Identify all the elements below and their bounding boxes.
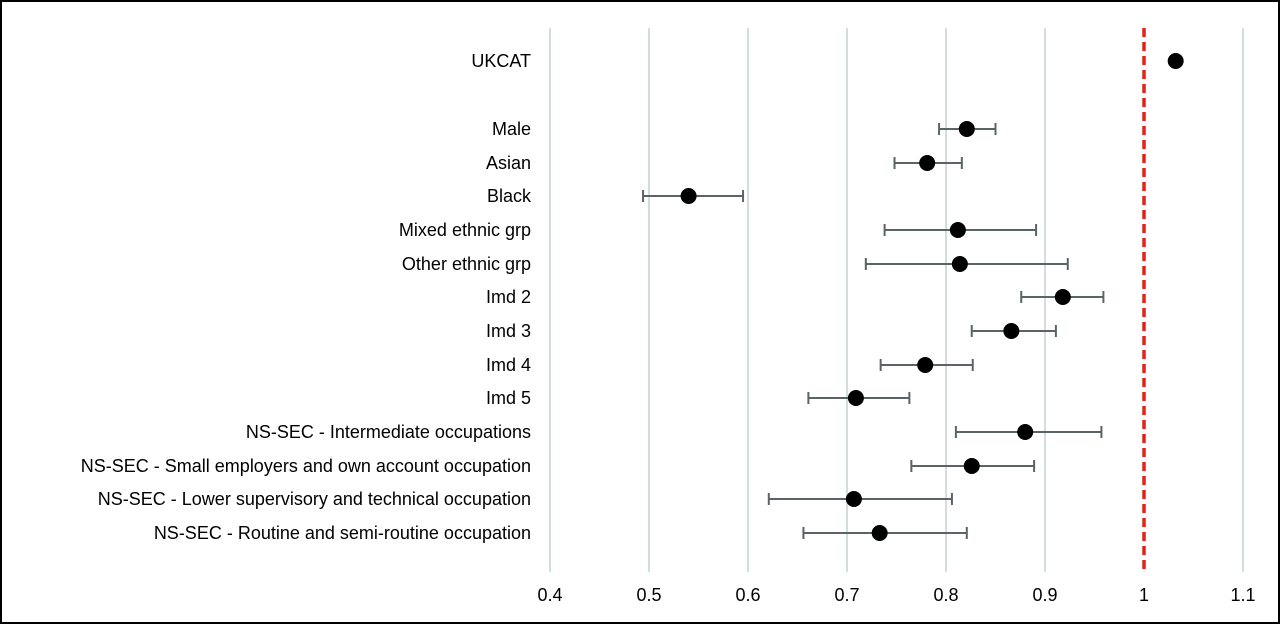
category-label: NS-SEC - Lower supervisory and technical… <box>98 489 531 509</box>
category-labels: UKCAT Male Asian Black Mixed ethnic grp Other… <box>81 51 532 543</box>
estimate-point <box>680 188 697 204</box>
estimate-point <box>1003 323 1020 339</box>
x-tick-label: 1.1 <box>1230 585 1255 605</box>
category-label: Mixed ethnic grp <box>399 220 531 240</box>
x-tick-label: 0.8 <box>933 585 958 605</box>
x-tick-label: 0.4 <box>537 585 562 605</box>
x-tick-label: 0.6 <box>735 585 760 605</box>
estimate-points <box>680 53 1184 541</box>
category-label: Other ethnic grp <box>402 254 531 274</box>
x-tick-label: 0.7 <box>834 585 859 605</box>
x-tick-label: 0.9 <box>1032 585 1057 605</box>
estimate-point <box>847 390 864 406</box>
estimate-point <box>919 155 936 171</box>
estimate-point <box>951 256 968 272</box>
estimate-point <box>1017 424 1034 440</box>
category-label: Asian <box>486 153 531 173</box>
category-label: NS-SEC - Small employers and own account… <box>81 456 531 476</box>
gridlines <box>549 28 1244 572</box>
error-bars <box>642 123 1105 539</box>
estimate-point <box>871 525 888 541</box>
estimate-point <box>958 121 975 137</box>
category-label: NS-SEC - Routine and semi-routine occupa… <box>154 523 531 543</box>
category-label: UKCAT <box>471 51 531 71</box>
category-label: Male <box>492 119 531 139</box>
category-label: Black <box>487 186 532 206</box>
estimate-point <box>917 357 934 373</box>
estimate-point <box>1167 53 1184 69</box>
estimate-point <box>1054 289 1071 305</box>
estimate-point <box>963 458 980 474</box>
category-label: NS-SEC - Intermediate occupations <box>246 422 531 442</box>
category-label: Imd 2 <box>486 287 531 307</box>
category-label: Imd 4 <box>486 355 531 375</box>
x-tick-label: 0.5 <box>636 585 661 605</box>
category-label: Imd 5 <box>486 388 531 408</box>
estimate-point <box>845 491 862 507</box>
category-label: Imd 3 <box>486 321 531 341</box>
estimate-point <box>949 222 966 238</box>
x-axis-ticks: 0.4 0.5 0.6 0.7 0.8 0.9 1 1.1 <box>537 585 1255 605</box>
x-tick-label: 1 <box>1139 585 1149 605</box>
